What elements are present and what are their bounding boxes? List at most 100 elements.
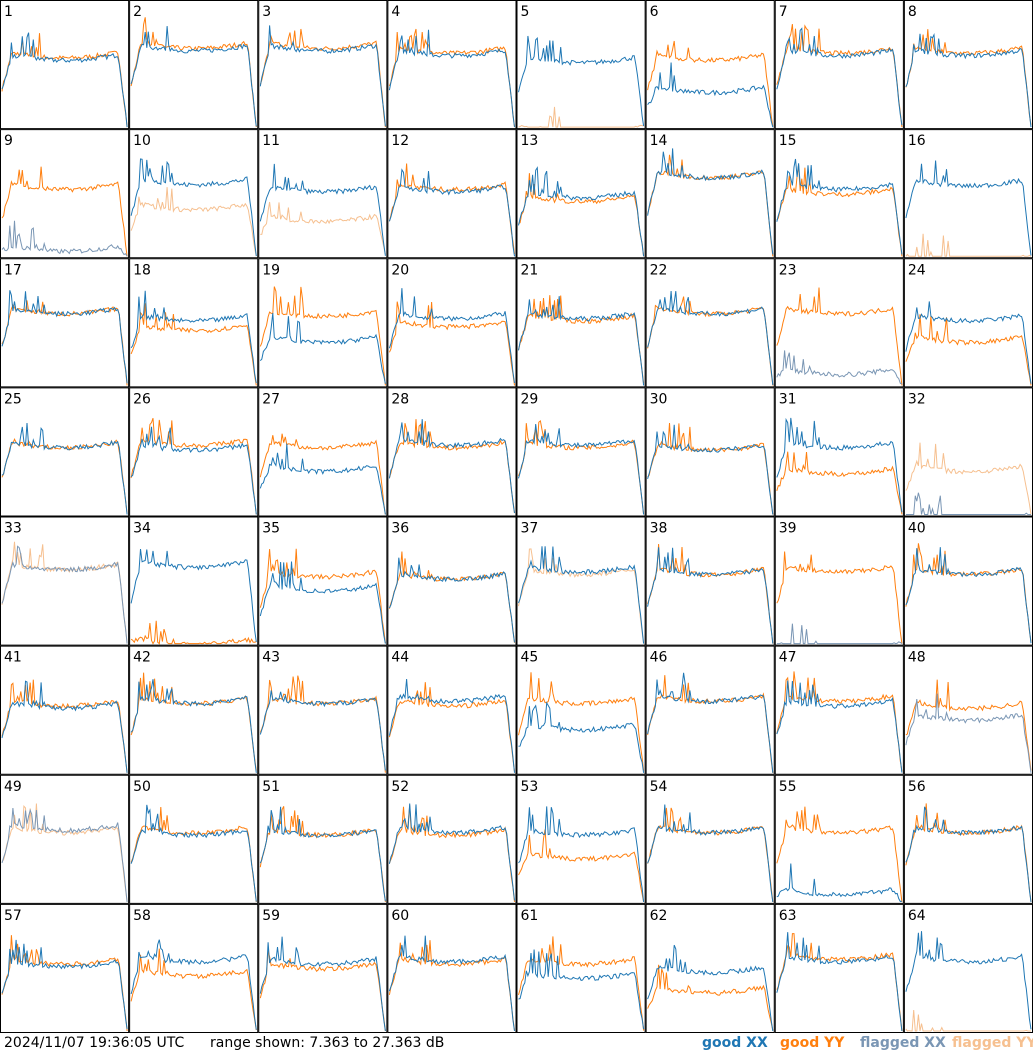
panel-6: 6 [645,0,775,130]
series-xx-line [905,301,1032,384]
panel-label: 6 [650,4,659,20]
panel-label: 23 [779,262,797,278]
series-xx-line [259,312,386,384]
panel-label: 40 [908,521,926,537]
range-shown: range shown: 7.363 to 27.363 dB [210,1035,445,1051]
panel-label: 10 [133,133,151,149]
panel-37: 37 [516,516,646,646]
series-xx-line [130,158,257,257]
series-yy-line [1,803,128,902]
panel-35: 35 [258,516,388,646]
series-yy-line [259,950,386,1032]
series-xx-line [776,623,903,645]
panel-23: 23 [774,258,904,388]
panel-frame [774,516,904,646]
series-yy-line [388,419,515,514]
panel-frame [774,129,904,259]
panel-frame [129,516,259,646]
panel-frame [903,516,1033,646]
panel-32: 32 [903,387,1033,517]
panel-50: 50 [129,774,259,904]
panel-label: 59 [262,908,280,924]
panel-label: 7 [779,4,788,20]
panel-9: 9 [0,129,130,259]
panel-56: 56 [903,774,1033,904]
panel-3: 3 [258,0,388,130]
panel-label: 49 [4,779,22,795]
panel-label: 26 [133,391,151,407]
panel-frame [0,774,130,904]
panel-label: 39 [779,521,797,537]
panel-label: 5 [521,4,530,20]
panel-61: 61 [516,903,646,1033]
series-xx-line [1,422,128,515]
series-xx-line [1,939,128,1030]
panel-label: 28 [391,391,409,407]
panel-label: 38 [650,521,668,537]
series-yy-line [647,40,774,127]
series-xx-line [388,419,515,514]
panel-26: 26 [129,387,259,517]
panel-label: 15 [779,133,797,149]
series-yy-line [1,166,128,257]
series-yy-line [905,1009,1031,1032]
panel-frame [645,645,775,775]
panel-frame [516,516,646,646]
panel-frame [129,387,259,517]
panel-label: 21 [521,262,539,278]
series-xx-line [905,931,1032,1030]
panel-58: 58 [129,903,259,1033]
panel-frame [903,903,1033,1033]
series-xx-line [518,296,645,386]
panel-label: 19 [262,262,280,278]
series-xx-line [1,220,128,257]
panel-label: 58 [133,908,151,924]
series-yy-line [776,551,903,644]
series-xx-line [130,290,257,384]
panel-31: 31 [774,387,904,517]
series-yy-line [388,682,515,772]
panel-frame [387,645,517,775]
panel-45: 45 [516,645,646,775]
panel-59: 59 [258,903,388,1033]
panel-43: 43 [258,645,388,775]
panel-frame [258,774,388,904]
series-xx-line [518,423,645,515]
legend-good-yy: good YY [780,1035,845,1051]
series-yy-line [776,287,903,386]
panel-label: 53 [521,779,539,795]
series-yy-line [905,314,1032,386]
panel-16: 16 [903,129,1033,259]
series-xx-line [647,148,774,255]
panel-label: 56 [908,779,926,795]
panel-frame [0,129,130,259]
panel-frame [258,516,388,646]
panel-label: 14 [650,133,668,149]
series-yy-line [130,187,257,257]
panel-frame [387,387,517,517]
series-xx-line [388,29,515,128]
series-xx-line [518,166,645,257]
panel-62: 62 [645,903,775,1033]
panel-frame [516,645,646,775]
series-xx-line [130,426,257,515]
panel-frame [129,258,259,388]
series-xx-line [905,160,1032,256]
series-yy-line [905,233,1032,257]
series-xx-line [905,693,1032,773]
panel-39: 39 [774,516,904,646]
legend-good-xx: good XX [702,1035,768,1051]
series-xx-line [388,935,515,1032]
panel-frame [129,0,259,130]
series-xx-line [905,492,1031,515]
panel-12: 12 [387,129,517,259]
series-yy-line [518,829,645,902]
series-yy-line [518,672,645,771]
panel-24: 24 [903,258,1033,388]
panel-30: 30 [645,387,775,517]
panel-label: 61 [521,908,539,924]
panel-17: 17 [0,258,130,388]
series-xx-line [647,547,774,644]
panel-label: 17 [4,262,22,278]
panel-label: 11 [262,133,280,149]
